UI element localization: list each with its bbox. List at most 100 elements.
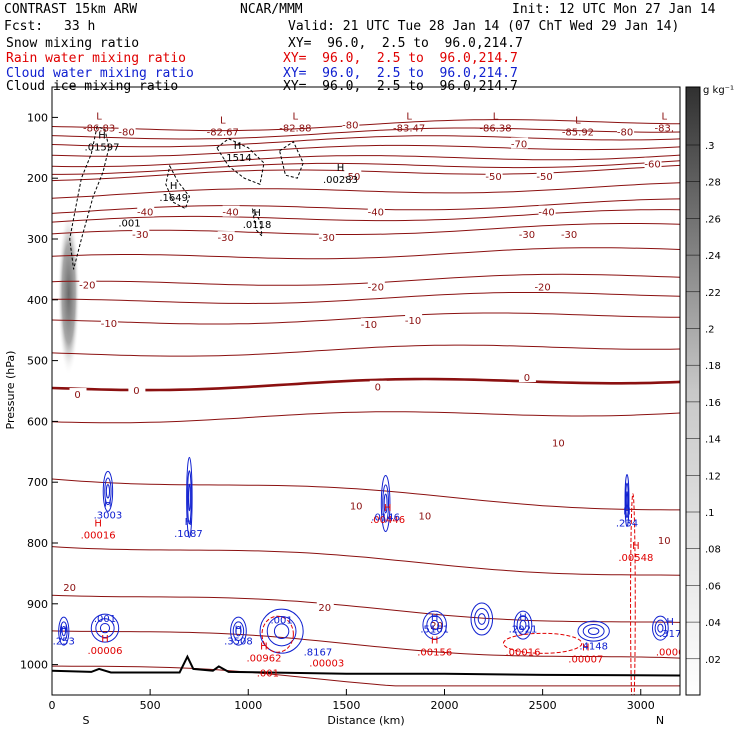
cloud-water-contour bbox=[266, 615, 297, 647]
cloud-water-maximum-label-marker: H bbox=[623, 506, 631, 517]
isotherm-label-bg bbox=[342, 118, 360, 130]
colorbar-tick-label: .14 bbox=[705, 435, 721, 446]
isotherm-label: 20 bbox=[430, 621, 443, 632]
snow-minimum-label: -86.38 bbox=[479, 123, 511, 134]
cloud-water-contour bbox=[104, 477, 112, 506]
rain-maximum-label: .00962 bbox=[246, 653, 281, 664]
isotherm-label: 10 bbox=[658, 536, 671, 547]
legend-rain: Rain water mixing ratio bbox=[6, 51, 187, 66]
cloud-water-maximum-label-marker: H bbox=[666, 617, 674, 628]
x-tick-label: 3000 bbox=[627, 699, 655, 712]
legend-snow-xy: XY= 96.0, 2.5 to 96.0,214.7 bbox=[288, 36, 523, 51]
snow-maximum-label-marker: H bbox=[337, 163, 345, 174]
snow-minimum-label: -82.88 bbox=[279, 123, 311, 134]
isotherm-label-bg bbox=[536, 169, 554, 181]
isotherm-line bbox=[52, 154, 680, 168]
rain-maximum-label: .00006 bbox=[87, 646, 122, 657]
snow-contour bbox=[69, 125, 110, 270]
colorbar-tick-label: .08 bbox=[705, 545, 721, 556]
rain-maximum-label-marker: H bbox=[384, 503, 392, 514]
cloud-water-maximum-label-marker: H bbox=[185, 517, 193, 528]
legend-cloudwater: Cloud water mixing ratio bbox=[6, 66, 194, 81]
snow-maximum-label: .00283 bbox=[323, 175, 358, 186]
cloud-water-contour bbox=[105, 484, 110, 499]
isotherm-line bbox=[52, 478, 680, 511]
rain-maximum-label-marker: H bbox=[260, 641, 268, 652]
isotherm-label-bg bbox=[217, 231, 235, 243]
cloud-water-contour bbox=[383, 493, 388, 514]
legend-rain-xy: XY= 96.0, 2.5 to 96.0,214.7 bbox=[283, 51, 518, 66]
rain-maximum-label-marker: H bbox=[632, 541, 640, 552]
snow-maximum-label-marker: H bbox=[253, 208, 261, 219]
cloud-water-maximum-label: .3508 bbox=[224, 636, 253, 647]
isotherm-label: -40 bbox=[538, 208, 554, 219]
snow-minimum-label-marker: L bbox=[293, 111, 299, 122]
plot-frame bbox=[51, 86, 681, 696]
isotherm-label: -30 bbox=[319, 233, 335, 244]
snow-contour bbox=[279, 140, 304, 179]
rain-maximum-label: .00003 bbox=[309, 658, 344, 669]
x-tick-label: 0 bbox=[49, 699, 56, 712]
isotherm-label-bg bbox=[100, 316, 118, 328]
cloud-water-contour bbox=[380, 474, 391, 532]
isotherm-label-bg bbox=[617, 125, 635, 137]
isotherm-label-bg bbox=[344, 169, 362, 181]
isotherm-label: -50 bbox=[536, 172, 552, 183]
cloud-water-maximum-label: .2921 bbox=[509, 624, 538, 635]
isotherm-label: -30 bbox=[132, 230, 148, 241]
isotherm-label-bg bbox=[69, 388, 87, 400]
colorbar-tick-label: .18 bbox=[705, 361, 721, 372]
y-tick-label: 800 bbox=[27, 537, 48, 550]
snow-minimum-label: -86.83 bbox=[83, 123, 115, 134]
isotherm-label: -30 bbox=[561, 230, 577, 241]
init-time: Init: 12 UTC Mon 27 Jan 14 bbox=[512, 2, 716, 17]
valid-time: Valid: 21 UTC Tue 28 Jan 14 (07 ChT Wed … bbox=[288, 19, 680, 34]
isotherm-label: -60 bbox=[644, 160, 660, 171]
isotherm-line bbox=[52, 160, 680, 175]
cloud-water-maximum-label: .001 bbox=[94, 614, 116, 625]
cloud-water-contour bbox=[382, 484, 389, 523]
colorbar-tick-label: .26 bbox=[705, 214, 721, 225]
isotherm-line bbox=[52, 247, 680, 260]
cloud-water-contour bbox=[273, 623, 290, 639]
x-axis-label: Distance (km) bbox=[327, 714, 404, 727]
cloud-water-contour bbox=[99, 622, 111, 634]
isotherm-label: -80 bbox=[118, 127, 134, 138]
cloud-water-maximum-label-marker: H bbox=[235, 624, 243, 635]
isotherm-label-bg bbox=[534, 280, 552, 292]
south-label: S bbox=[83, 714, 90, 727]
isotherm-label: -70 bbox=[511, 140, 527, 151]
isotherm-label-bg bbox=[561, 228, 579, 240]
rain-maximum-label: .00446 bbox=[370, 515, 405, 526]
cloud-water-maximum-label: .8167 bbox=[304, 647, 333, 658]
rain-maximum-label: .00016 bbox=[81, 531, 116, 542]
colorbar-tick-label: .12 bbox=[705, 471, 721, 482]
isotherm-label: -10 bbox=[405, 316, 421, 327]
rain-maximum-label-marker: H bbox=[94, 519, 102, 530]
isotherm-label-bg bbox=[360, 318, 378, 330]
snow-contour bbox=[165, 164, 190, 210]
y-tick-label: 100 bbox=[27, 111, 48, 124]
isotherm-label: -20 bbox=[534, 282, 550, 293]
x-tick-label: 2000 bbox=[431, 699, 459, 712]
cloud-water-contour bbox=[430, 619, 440, 631]
cloud-water-contour bbox=[235, 625, 242, 637]
cloud-water-contour bbox=[187, 483, 191, 512]
colorbar-tick-label: .3 bbox=[705, 141, 715, 152]
cloud-water-contour bbox=[95, 618, 115, 638]
isotherm-label: 10 bbox=[552, 439, 565, 450]
isotherm-line bbox=[52, 594, 680, 623]
snow-maximum-label: .1514 bbox=[223, 153, 252, 164]
cloud-water-contour bbox=[232, 621, 245, 641]
rain-maximum-label: .00156 bbox=[417, 647, 452, 658]
snow-contour bbox=[251, 208, 263, 238]
colorbar-tick-label: .2 bbox=[705, 325, 715, 336]
isotherm-line bbox=[52, 209, 680, 223]
isotherm-line bbox=[52, 665, 680, 687]
isotherm-line bbox=[52, 630, 680, 659]
snow-maximum-label-marker: H bbox=[98, 131, 106, 142]
snow-maximum-label: .01597 bbox=[85, 143, 120, 154]
isotherm-label: -40 bbox=[222, 208, 238, 219]
isotherm-label-bg bbox=[405, 313, 423, 325]
